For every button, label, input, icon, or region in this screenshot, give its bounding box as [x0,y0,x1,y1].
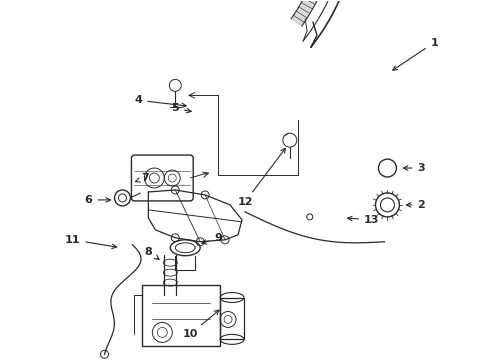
Text: 2: 2 [406,200,425,210]
Polygon shape [290,0,331,26]
Text: 13: 13 [347,215,378,225]
Text: 9: 9 [202,233,222,244]
Text: 1: 1 [392,37,437,70]
Text: 11: 11 [65,235,116,248]
Text: 4: 4 [134,95,186,108]
Text: 8: 8 [144,247,159,259]
Text: 6: 6 [84,195,110,205]
Text: 7: 7 [135,173,149,183]
Bar [220,298,244,339]
Bar [142,285,220,346]
Text: 3: 3 [403,163,424,173]
Text: 12: 12 [237,148,285,207]
Text: 10: 10 [182,310,219,339]
Text: 5: 5 [171,103,191,113]
